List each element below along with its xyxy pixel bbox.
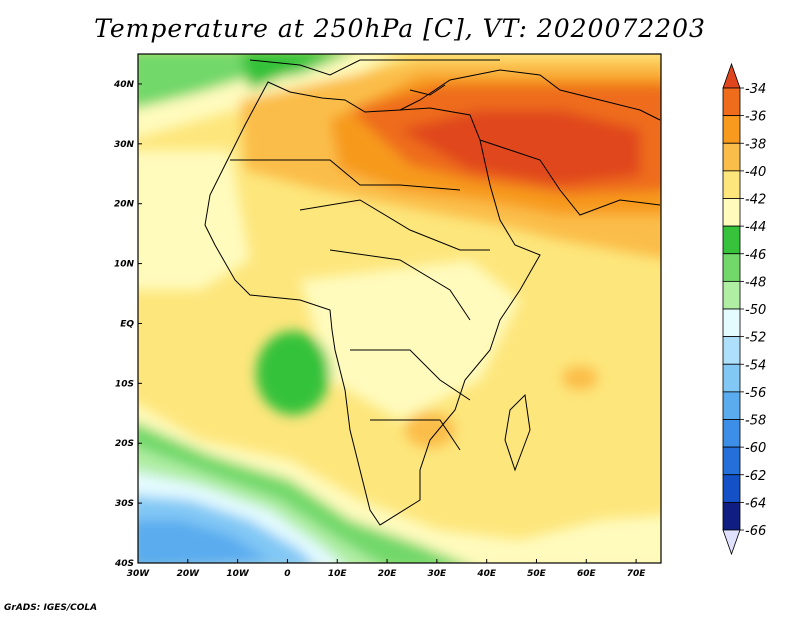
lon-tick-label: 60E [577, 569, 597, 579]
colorbar-label: -60 [745, 441, 766, 456]
colorbar-swatch [722, 280, 741, 310]
lon-tick-label: 0 [284, 569, 290, 579]
colorbar-swatch [722, 170, 741, 199]
colorbar-label: -62 [745, 469, 766, 484]
lat-tick-label: 10S [115, 379, 134, 389]
lon-tick-label: 10E [328, 569, 348, 579]
colorbar-label: -52 [745, 331, 766, 346]
colorbar-label: -40 [745, 165, 766, 180]
colorbar-label: -58 [745, 414, 766, 429]
lat-tick-label: 40N [113, 80, 135, 90]
colorbar-label: -38 [745, 137, 766, 152]
colorbar-swatch [722, 142, 741, 172]
colorbar-swatch [722, 474, 741, 503]
colorbar: -34 -36 -38 -40 -42 -44 -46 -48 -50 -52 -54 -56 -58 -… [722, 62, 766, 556]
lat-tick-label: 30S [115, 499, 134, 509]
colorbar-label: -44 [745, 220, 766, 235]
colorbar-swatch [722, 391, 741, 420]
colorbar-swatch [722, 446, 741, 476]
colorbar-label: -56 [745, 386, 766, 401]
lon-tick-label: 10W [226, 569, 250, 579]
colorbar-label: -64 [745, 496, 766, 511]
coastlines [204, 59, 661, 526]
lon-tick-label: 20E [378, 569, 398, 579]
colorbar-swatch [722, 336, 741, 365]
lon-tick-label: 30E [428, 569, 448, 579]
lon-tick-label: 20W [177, 569, 201, 579]
temperature-field [138, 54, 661, 563]
axis-ticks: 30W 20W 10W 0 10E 20E 30E 40E 50E 60E 70E 40N 30N 20N… [113, 80, 646, 579]
lon-tick-label: 50E [527, 569, 547, 579]
lat-tick-label: 20N [114, 200, 135, 210]
colorbar-label: -48 [745, 275, 766, 290]
colorbar-label: -54 [745, 358, 766, 373]
colorbar-swatch [722, 87, 741, 117]
colorbar-swatch [722, 225, 741, 255]
footer-credit: GrADS: IGES/COLA [4, 603, 98, 613]
colorbar-bottom-arrow [722, 529, 741, 556]
colorbar-swatch [722, 253, 741, 282]
colorbar-label: -66 [745, 524, 766, 539]
colorbar-swatch [722, 501, 741, 531]
colorbar-swatch [722, 308, 741, 338]
colorbar-label: -50 [745, 303, 766, 318]
lat-tick-label: 40S [114, 559, 134, 569]
map-title: Temperature at 250hPa [C], VT: 202007220… [94, 14, 706, 43]
colorbar-swatch [722, 419, 741, 448]
colorbar-label: -46 [745, 248, 766, 263]
colorbar-label: -42 [745, 193, 766, 208]
lat-tick-label: 20S [115, 439, 134, 449]
lat-tick-label: EQ [120, 319, 134, 329]
colorbar-swatch [722, 198, 741, 227]
map-frame [137, 53, 662, 564]
colorbar-swatch [722, 115, 741, 144]
colorbar-label: -34 [745, 82, 766, 97]
lon-tick-label: 30W [127, 569, 151, 579]
colorbar-swatch [722, 363, 741, 393]
colorbar-label: -36 [745, 110, 766, 125]
lon-tick-label: 40E [476, 569, 497, 579]
lat-tick-label: 10N [114, 260, 135, 270]
lat-tick-label: 30N [114, 140, 135, 150]
colorbar-top-arrow [722, 62, 741, 89]
lon-tick-label: 70E [627, 569, 647, 579]
